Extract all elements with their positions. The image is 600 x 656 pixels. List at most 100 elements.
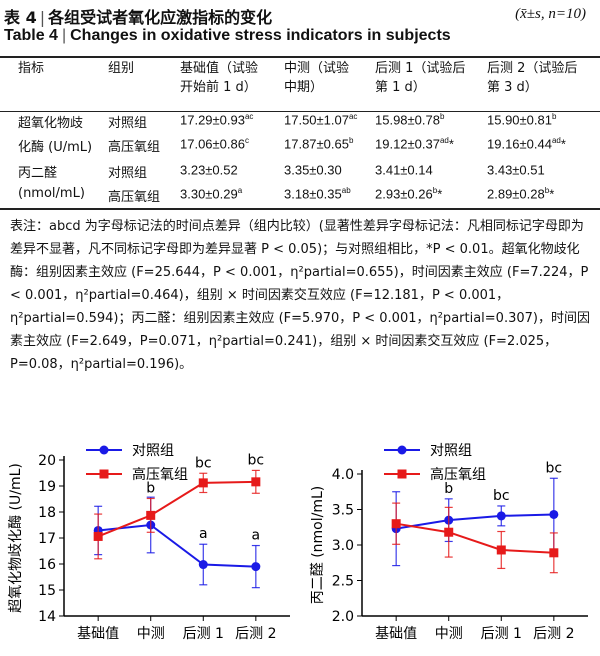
header-cell: 基础值（试验 开始前 1 d） xyxy=(180,61,259,95)
value-text: 17.87±0.65 xyxy=(284,136,349,152)
table-header-row: 指标 组别 基础值（试验 开始前 1 d） 中测（试验 中期） 后测 1（试验后… xyxy=(0,59,600,105)
y-tick-label: 14 xyxy=(38,609,56,625)
y-tick-label: 3.5 xyxy=(332,503,354,519)
legend-marker xyxy=(99,469,109,479)
table-top-rule xyxy=(0,56,600,58)
table-caption-cn: 各组受试者氧化应激指标的变化 xyxy=(48,8,273,27)
stats-note: (x̄±s, n=10) xyxy=(515,6,586,22)
significance-label: bc xyxy=(195,455,212,471)
value-text: 17.29±0.93 xyxy=(180,112,245,128)
table-row: (nmol/mL) 高压氧组 3.30±0.29a 3.18±0.35ab 2.93±0… xyxy=(0,186,600,210)
significance-label: bc xyxy=(546,460,563,476)
header-cell: 中测（试验 中期） xyxy=(284,61,350,95)
x-tick-label: 中测 xyxy=(137,626,165,642)
significance-label: b xyxy=(146,480,155,496)
y-tick-label: 4.0 xyxy=(332,467,354,483)
y-tick-label: 20 xyxy=(38,453,56,469)
significance-label: bc xyxy=(248,452,265,468)
y-axis-label: 丙二醛 (nmol/mL) xyxy=(310,486,326,605)
header-cell: 组别 xyxy=(108,61,135,76)
y-axis-label: 超氧化物歧化酶 (U/mL) xyxy=(8,463,24,613)
data-point xyxy=(251,562,261,572)
data-point xyxy=(146,510,156,520)
data-point xyxy=(444,527,454,537)
table-bottom-rule xyxy=(0,208,600,210)
significance-letters: b xyxy=(348,136,354,145)
series-line-hbo xyxy=(97,480,256,538)
x-tick-label: 后测 1 xyxy=(183,626,224,642)
x-tick-label: 后测 1 xyxy=(481,626,522,642)
value-cell: 19.16±0.44ad* xyxy=(487,136,600,160)
significance-star: * xyxy=(549,186,555,202)
data-table: 指标 组别 基础值（试验 开始前 1 d） 中测（试验 中期） 后测 1（试验后… xyxy=(0,59,600,210)
x-tick-label: 基础值 xyxy=(375,625,417,642)
table-row: 丙二醛 对照组 3.23±0.52 3.35±0.30 3.41±0.14 3.43±0.… xyxy=(0,160,600,186)
table-body: 超氧化物歧 对照组 17.29±0.93ac 17.50±1.07ac 15.98±0.… xyxy=(0,105,600,210)
value-text: 3.35±0.30 xyxy=(284,162,342,178)
value-text: 3.30±0.29 xyxy=(180,186,238,202)
data-point xyxy=(549,548,559,558)
legend-marker xyxy=(397,469,407,479)
value-cell: 17.50±1.07ac xyxy=(284,105,375,136)
significance-label: a xyxy=(199,526,208,542)
value-text: 3.41±0.14 xyxy=(375,162,433,178)
y-tick-label: 2.5 xyxy=(332,574,354,590)
y-tick-label: 18 xyxy=(38,505,56,521)
significance-letters: b xyxy=(544,186,550,195)
header-cell: 后测 2（试验后 第 3 d） xyxy=(487,61,578,95)
value-text: 15.98±0.78 xyxy=(375,112,440,128)
table-label-cn: 表 4 xyxy=(4,8,37,27)
table-row: 超氧化物歧 对照组 17.29±0.93ac 17.50±1.07ac 15.98±0.… xyxy=(0,105,600,136)
significance-star: * xyxy=(437,186,443,202)
value-text: 17.50±1.07 xyxy=(284,112,349,128)
value-cell: 3.23±0.52 xyxy=(180,160,284,186)
data-point xyxy=(496,545,506,555)
value-text: 3.18±0.35 xyxy=(284,186,342,202)
data-point xyxy=(198,560,208,570)
series-line-control xyxy=(396,513,554,530)
significance-letters: b xyxy=(551,112,557,121)
legend-label: 高压氧组 xyxy=(430,466,486,483)
significance-star: * xyxy=(560,136,566,152)
significance-letters: ac xyxy=(348,112,358,121)
value-cell: 3.30±0.29a xyxy=(180,186,284,210)
value-cell: 15.98±0.78b xyxy=(375,105,487,136)
indicator-cell: 化酶 (U/mL) xyxy=(18,140,93,155)
value-cell: 2.93±0.26b* xyxy=(375,186,487,210)
value-cell: 15.90±0.81b xyxy=(487,105,600,136)
value-cell: 3.43±0.51 xyxy=(487,160,600,186)
header-cell: 指标 xyxy=(18,61,45,76)
value-cell: 2.89±0.28b* xyxy=(487,186,600,210)
indicator-cell: 超氧化物歧 xyxy=(18,116,84,131)
data-point xyxy=(93,531,103,541)
value-cell: 17.06±0.86c xyxy=(180,136,284,160)
data-point xyxy=(198,478,208,488)
legend-label: 对照组 xyxy=(132,443,174,459)
significance-letters: a xyxy=(237,186,243,195)
value-cell: 3.35±0.30 xyxy=(284,160,375,186)
value-text: 19.12±0.37 xyxy=(375,136,440,152)
data-point xyxy=(496,511,506,521)
indicator-cell: (nmol/mL) xyxy=(18,186,85,201)
value-cell: 17.29±0.93ac xyxy=(180,105,284,136)
y-tick-label: 17 xyxy=(38,531,56,547)
value-cell: 3.18±0.35ab xyxy=(284,186,375,210)
mda-chart: 2.0 2.5 3.0 3.5 4.0 基础值 中测 后测 1 后测 2 丙二醛 (nmol/mL… xyxy=(310,443,588,642)
legend-label: 对照组 xyxy=(430,443,472,459)
table-label-en: Table 4 xyxy=(4,27,58,44)
value-cell: 19.12±0.37ad* xyxy=(375,136,487,160)
value-text: 2.93±0.26 xyxy=(375,186,433,202)
x-tick-label: 后测 2 xyxy=(235,626,276,642)
series-line-control xyxy=(98,523,256,568)
data-point xyxy=(549,509,559,519)
group-cell: 对照组 xyxy=(108,166,148,181)
significance-letters: ad xyxy=(551,136,561,145)
significance-letters: ac xyxy=(244,112,254,121)
series-line-hbo xyxy=(396,522,554,554)
table-header-rule xyxy=(0,111,600,112)
sod-chart: 14 15 16 17 18 19 20 基础值 中测 后测 1 后测 2 超氧化物歧化酶 (U/mL… xyxy=(8,443,290,642)
value-cell: 17.87±0.65b xyxy=(284,136,375,160)
group-cell: 高压氧组 xyxy=(108,140,161,155)
significance-star: * xyxy=(448,136,454,152)
table-title-cn: 表 4 | 各组受试者氧化应激指标的变化 xyxy=(4,8,273,27)
